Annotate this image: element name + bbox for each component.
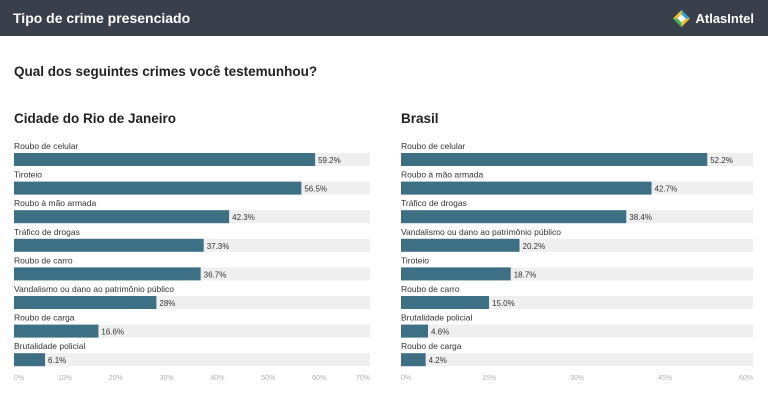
value-label: 4.6% xyxy=(431,328,449,337)
bar xyxy=(401,324,428,338)
bar xyxy=(14,210,230,224)
brand: AtlasIntel xyxy=(673,9,754,27)
question-text: Qual dos seguintes crimes você testemunh… xyxy=(14,64,318,79)
category-label: Roubo de celular xyxy=(14,141,78,151)
tick-label: 50% xyxy=(261,375,275,382)
bar xyxy=(14,181,302,195)
bar xyxy=(401,153,708,166)
chart-title-rio: Cidade do Rio de Janeiro xyxy=(14,111,177,126)
value-label: 56.5% xyxy=(304,185,327,194)
category-label: Brutalidade policial xyxy=(401,313,472,323)
category-label: Tiroteio xyxy=(14,170,42,180)
bar-track xyxy=(401,353,753,367)
tick-label: 70% xyxy=(356,375,370,382)
bar xyxy=(14,267,201,281)
value-label: 28% xyxy=(159,299,175,308)
tick-label: 60% xyxy=(739,375,753,382)
value-label: 52.2% xyxy=(710,156,733,165)
header-bar: Tipo de crime presenciado AtlasIntel xyxy=(0,0,768,36)
category-label: Roubo de carro xyxy=(14,255,73,265)
value-label: 59.2% xyxy=(318,156,341,165)
category-label: Roubo de celular xyxy=(401,141,465,151)
bar xyxy=(401,353,426,367)
bar xyxy=(14,153,316,166)
value-label: 18.7% xyxy=(514,270,537,279)
bar xyxy=(401,267,511,281)
category-label: Roubo de carro xyxy=(401,284,460,294)
tick-label: 30% xyxy=(160,375,174,382)
category-label: Roubo à mão armada xyxy=(401,170,483,180)
bar-track xyxy=(14,324,370,338)
value-label: 16.6% xyxy=(101,328,124,337)
bar xyxy=(401,210,627,224)
value-label: 37.3% xyxy=(207,242,230,251)
chart-rio: Roubo de celular 59.2% Tiroteio 56.5% Roubo … xyxy=(14,141,370,382)
bar xyxy=(401,296,489,309)
category-label: Tráfico de drogas xyxy=(401,198,467,208)
chart-title-brasil: Brasil xyxy=(401,111,439,126)
value-label: 42.3% xyxy=(232,213,255,222)
tick-label: 40% xyxy=(210,375,224,382)
category-label: Vandalismo ou dano ao patrimônio público xyxy=(14,284,174,294)
page-title: Tipo de crime presenciado xyxy=(13,10,191,26)
bar-track xyxy=(14,353,370,367)
bar xyxy=(14,353,46,367)
category-label: Roubo de carga xyxy=(401,341,462,351)
bar-track xyxy=(401,324,753,338)
value-label: 4.2% xyxy=(429,356,447,365)
value-label: 6.1% xyxy=(48,356,66,365)
category-label: Brutalidade policial xyxy=(14,341,85,351)
bar xyxy=(14,238,204,252)
category-label: Tiroteio xyxy=(401,255,429,265)
tick-label: 0% xyxy=(14,375,24,382)
chart-brasil: Roubo de celular 52.2% Roubo à mão armada 4… xyxy=(401,141,753,382)
value-label: 36.7% xyxy=(204,270,227,279)
tick-label: 10% xyxy=(58,375,72,382)
bar xyxy=(14,296,157,309)
category-label: Vandalismo ou dano ao patrimônio público xyxy=(401,227,561,237)
brand-name: AtlasIntel xyxy=(695,10,754,26)
bar xyxy=(14,324,99,338)
atlasintel-logo-icon xyxy=(673,9,691,27)
category-label: Roubo à mão armada xyxy=(14,198,96,208)
value-label: 15.0% xyxy=(492,299,515,308)
value-label: 20.2% xyxy=(523,242,546,251)
bar xyxy=(401,238,520,252)
bar xyxy=(401,181,652,195)
tick-label: 60% xyxy=(312,375,326,382)
tick-label: 15% xyxy=(482,375,496,382)
value-label: 38.4% xyxy=(629,213,652,222)
category-label: Tráfico de drogas xyxy=(14,227,80,237)
category-label: Roubo de carga xyxy=(14,313,75,323)
value-label: 42.7% xyxy=(655,185,678,194)
tick-label: 0% xyxy=(401,375,411,382)
tick-label: 45% xyxy=(658,375,672,382)
tick-label: 30% xyxy=(570,375,584,382)
tick-label: 20% xyxy=(109,375,123,382)
